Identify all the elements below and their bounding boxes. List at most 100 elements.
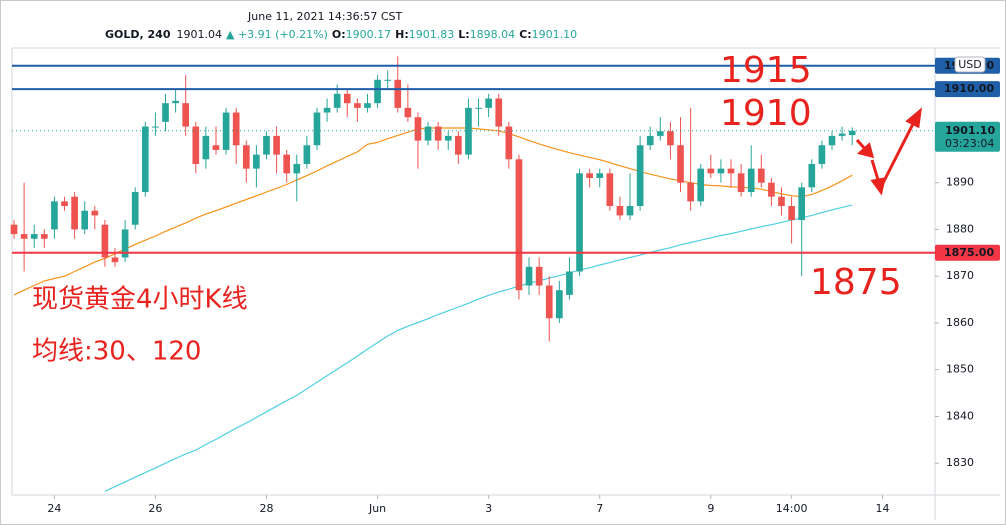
- candle-body: [495, 98, 503, 127]
- candle-body: [646, 135, 654, 146]
- candle-body: [545, 285, 553, 319]
- candle-body: [475, 107, 482, 109]
- o-label: O:: [332, 28, 346, 41]
- candle-body: [131, 192, 139, 225]
- candle-body: [253, 154, 260, 169]
- l-value: 1898.04: [470, 28, 516, 41]
- candle-body: [111, 257, 119, 263]
- moving-average: [13, 127, 853, 296]
- candle-body: [667, 131, 674, 146]
- candle-body: [788, 206, 795, 221]
- candle-body: [737, 173, 745, 193]
- symbol: GOLD, 240: [105, 28, 171, 41]
- candle-body: [212, 145, 220, 150]
- candle-body: [757, 168, 765, 183]
- c-label: C:: [519, 28, 531, 41]
- candle-body: [444, 135, 452, 141]
- x-tick-label: 28: [259, 502, 273, 515]
- c-value: 1901.10: [532, 28, 578, 41]
- candle-body: [616, 206, 624, 216]
- candle-body: [636, 145, 644, 207]
- candle-body: [576, 173, 583, 272]
- y-tick-label: 1860: [946, 316, 974, 329]
- candle-body: [273, 135, 280, 155]
- x-tick-label: 14: [875, 502, 889, 515]
- candle-body: [828, 135, 836, 146]
- last: 1901.04: [177, 28, 223, 41]
- candle-body: [798, 187, 806, 221]
- candle-body: [354, 103, 361, 108]
- y-tick-label: 1870: [946, 269, 974, 282]
- candle-body: [40, 234, 48, 239]
- candle-body: [333, 93, 341, 108]
- candle-body: [364, 103, 371, 108]
- annotation: 均线:30、120: [32, 337, 201, 367]
- moving-average: [104, 204, 853, 492]
- candle-body: [323, 107, 331, 113]
- candle-body: [374, 79, 381, 104]
- candle-body: [222, 112, 230, 150]
- candle-body: [535, 266, 543, 286]
- annotation: 1915: [720, 50, 812, 91]
- annotation: 1875: [810, 262, 902, 303]
- candle-body: [606, 173, 614, 207]
- candle-body: [81, 210, 89, 230]
- h-label: H:: [395, 28, 409, 41]
- candle-body: [515, 159, 523, 291]
- header-quote: GOLD, 240 1901.04 ▲ +3.91 (+0.21%) O:1900.1…: [105, 28, 577, 41]
- candle-body: [566, 271, 573, 295]
- x-tick-label: 3: [485, 502, 492, 515]
- o-value: 1900.17: [346, 28, 392, 41]
- l-label: L:: [458, 28, 469, 41]
- candle-body: [182, 103, 190, 127]
- candle-body: [71, 196, 78, 230]
- candle-body: [61, 201, 68, 207]
- candle-body: [687, 182, 694, 202]
- candle-body: [283, 154, 291, 174]
- candle-body: [394, 79, 402, 108]
- y-tick-label: 1890: [946, 176, 974, 189]
- candle-body: [414, 117, 422, 141]
- arrow: [880, 121, 916, 186]
- candle-body: [384, 79, 391, 81]
- candle-body: [303, 145, 311, 164]
- candle-body: [121, 229, 129, 258]
- candle-body: [626, 206, 634, 216]
- candle-body: [717, 168, 725, 174]
- candle-body: [505, 126, 513, 160]
- candle-body: [232, 112, 240, 146]
- y-tick-label: 1830: [946, 456, 974, 469]
- header-datetime: June 11, 2021 14:36:57 CST: [247, 10, 402, 23]
- y-tick-label: 1850: [946, 363, 974, 376]
- h-value: 1901.83: [409, 28, 455, 41]
- candle-body: [424, 126, 432, 141]
- x-tick-label: 14:00: [776, 502, 808, 515]
- candle-body: [556, 290, 563, 319]
- x-tick-label: 9: [707, 502, 714, 515]
- candle-body: [656, 131, 664, 136]
- annotation: 1910: [720, 93, 812, 134]
- candle-body: [141, 126, 149, 193]
- candle-body: [727, 168, 735, 174]
- candle-body: [596, 173, 604, 178]
- candle-body: [162, 103, 169, 122]
- y-tick-label: 1880: [946, 222, 974, 235]
- candle-body: [343, 93, 351, 104]
- candle-body: [30, 234, 38, 239]
- candle-body: [818, 145, 826, 164]
- y-tick-label: 1840: [946, 409, 974, 422]
- x-tick-label: 7: [596, 502, 603, 515]
- x-tick-label: 26: [148, 502, 162, 515]
- currency-box: [954, 56, 986, 73]
- candle-body: [455, 135, 462, 155]
- price-label: 1875.00: [944, 246, 994, 259]
- candle-body: [20, 234, 28, 239]
- candle-body: [263, 135, 270, 155]
- countdown: 03:23:04: [945, 137, 994, 150]
- arrows: [855, 107, 922, 196]
- currency: USD: [958, 58, 982, 71]
- candle-body: [586, 173, 593, 178]
- candle-body: [697, 168, 705, 202]
